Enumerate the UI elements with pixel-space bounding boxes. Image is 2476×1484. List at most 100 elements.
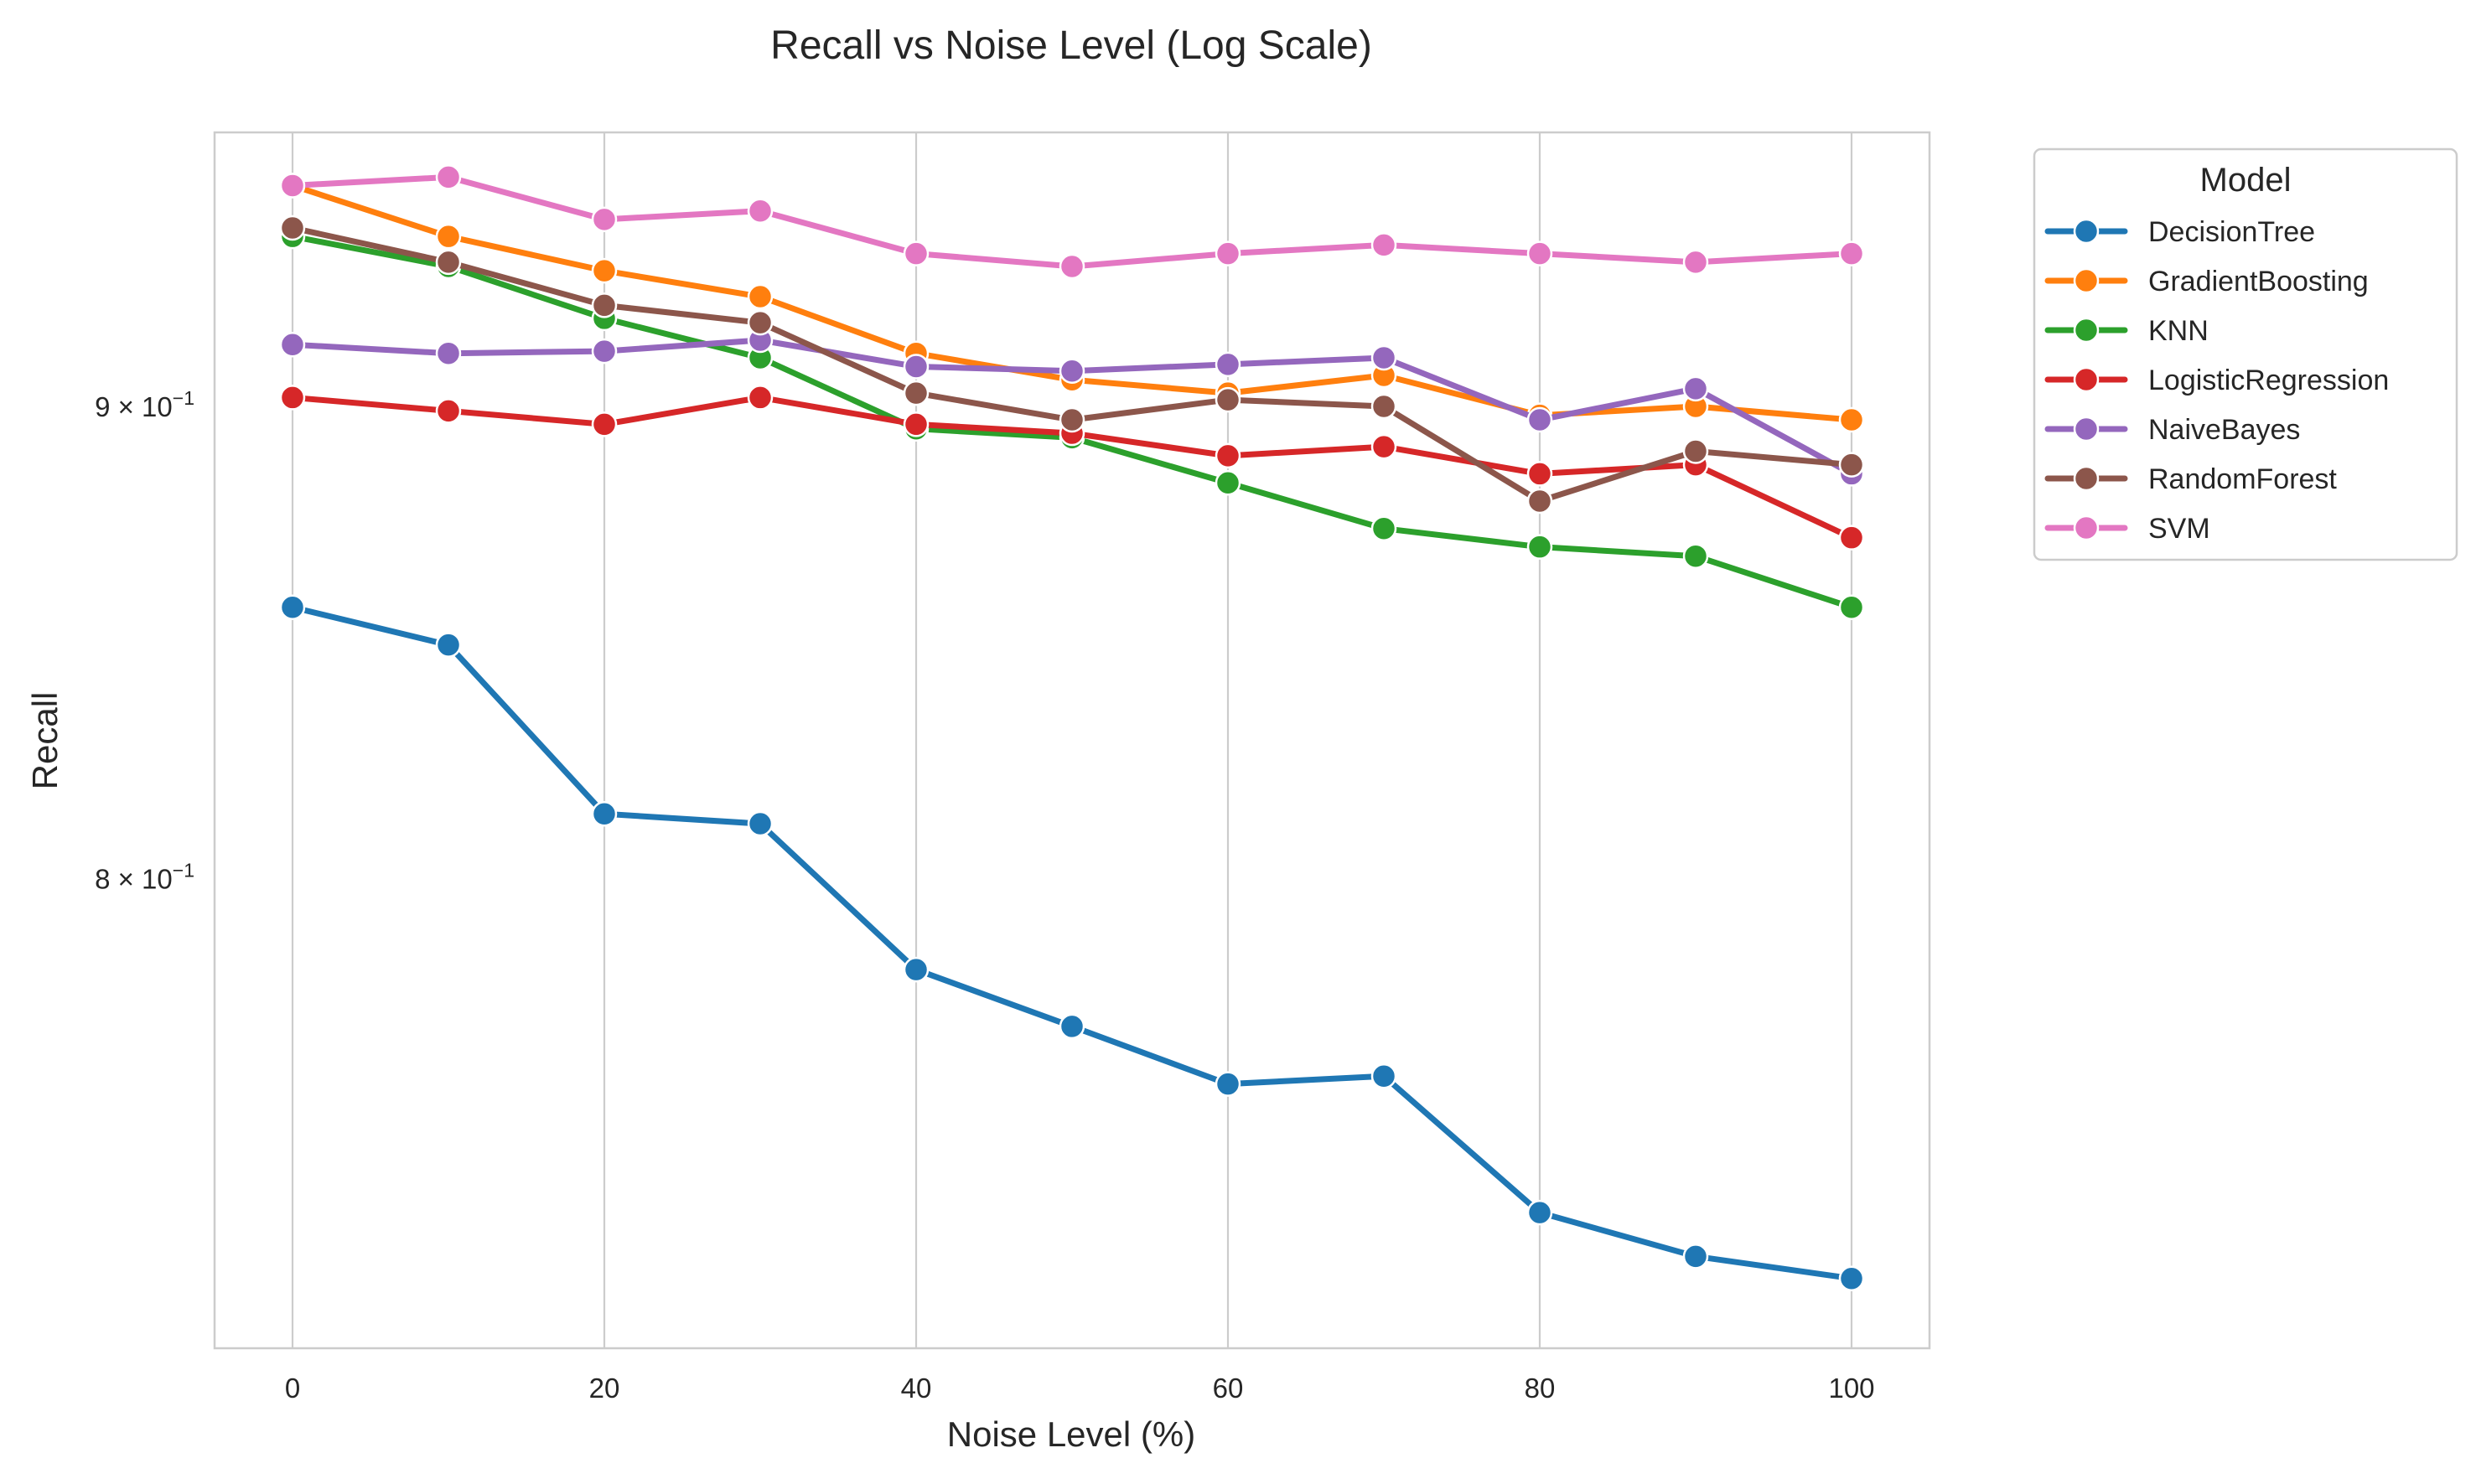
x-tick-label: 100 [1828,1373,1874,1404]
legend-marker [2073,366,2100,393]
data-point [1838,594,1865,621]
legend-marker [2073,218,2100,245]
legend-entry: NaiveBayes [2044,414,2300,446]
legend-marker [2073,416,2100,442]
data-point [903,411,930,437]
series-logisticregression [279,385,1865,551]
y-tick-exponent: −1 [173,387,194,409]
legend-label: RandomForest [2148,463,2337,495]
data-point [435,398,462,424]
data-point [1215,469,1241,496]
legend-marker [2073,267,2100,294]
data-point [1526,488,1553,514]
x-axis-label: Noise Level (%) [947,1414,1195,1454]
y-axis-ticks: 8 × 10−19 × 10−1 [95,387,194,894]
legend-label: GradientBoosting [2148,266,2369,297]
data-point [591,338,618,365]
y-tick-base: 8 × 10 [95,863,173,894]
data-point [435,223,462,250]
data-point [1838,240,1865,266]
data-point [591,292,618,318]
legend-marker [2073,317,2100,344]
data-point [1370,1063,1397,1089]
data-point [747,198,774,224]
data-point [1682,1244,1709,1269]
data-point [1526,240,1553,266]
legend-entry: RandomForest [2044,463,2337,495]
legend-entry: KNN [2044,315,2209,347]
data-point [1838,1265,1865,1291]
data-point [591,257,618,284]
data-point [1838,406,1865,433]
data-point [1838,452,1865,478]
data-point [1682,249,1709,276]
legend-marker [2073,514,2100,541]
legend-entry: SVM [2044,513,2210,545]
data-point [1059,253,1085,280]
data-point [1370,344,1397,371]
data-point [1059,406,1085,433]
x-tick-label: 40 [901,1373,932,1404]
data-point [1215,351,1241,378]
data-point [1682,543,1709,569]
legend-label: KNN [2148,315,2209,347]
data-point [903,956,930,983]
legend-entry: LogisticRegression [2044,365,2389,396]
y-tick-exponent: −1 [173,859,194,881]
plot-frame [213,131,1931,1350]
data-point [1370,232,1397,258]
x-tick-label: 20 [589,1373,620,1404]
data-point [435,632,462,658]
series-decisiontree [279,594,1865,1291]
data-point [1059,1013,1085,1040]
y-tick-label: 9 × 10−1 [95,387,194,422]
data-point [1370,433,1397,460]
data-point [1682,438,1709,464]
legend-title: Model [2200,162,2292,199]
legend-label: DecisionTree [2148,216,2315,248]
data-point [747,385,774,411]
data-point [279,215,306,241]
series-randomforest [279,215,1865,514]
series-svm [279,164,1865,280]
data-point [1370,393,1397,420]
data-point [1682,375,1709,402]
data-point [1526,461,1553,487]
legend: Model DecisionTree GradientBoosting KNN Log… [2033,147,2458,561]
data-point [747,810,774,837]
data-point [1526,1199,1553,1226]
x-tick-label: 60 [1213,1373,1244,1404]
data-series [279,164,1865,1291]
data-point [279,331,306,358]
data-point [279,385,306,411]
legend-label: SVM [2148,513,2210,545]
data-point [903,380,930,406]
data-point [903,354,930,380]
data-point [591,411,618,437]
data-point [1526,406,1553,433]
data-point [1526,534,1553,560]
x-tick-label: 80 [1525,1373,1556,1404]
legend-entry: GradientBoosting [2044,266,2369,297]
legend-entries: DecisionTree GradientBoosting KNN LogisticR… [2044,216,2389,545]
data-point [591,800,618,827]
data-point [1370,515,1397,541]
legend-label: NaiveBayes [2148,414,2300,446]
legend-entry: DecisionTree [2044,216,2315,248]
data-point [1215,240,1241,266]
data-point [279,594,306,621]
data-point [1215,1071,1241,1097]
y-tick-base: 9 × 10 [95,391,173,422]
data-point [279,173,306,199]
y-axis-label: Recall [25,692,65,790]
data-point [1215,386,1241,413]
legend-label: LogisticRegression [2148,365,2389,396]
data-point [435,340,462,366]
data-point [903,240,930,266]
data-point [1215,442,1241,469]
chart-title: Recall vs Noise Level (Log Scale) [770,23,1372,68]
x-tick-label: 0 [285,1373,300,1404]
data-point [435,249,462,276]
data-point [1059,358,1085,384]
